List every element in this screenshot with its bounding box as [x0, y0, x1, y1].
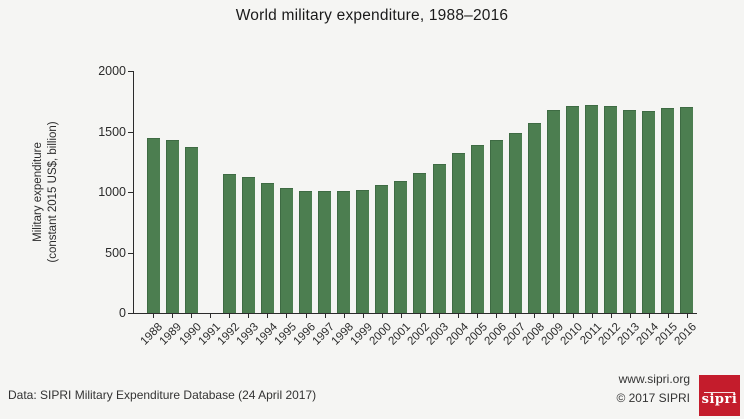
y-tick-label: 500 [105, 245, 126, 260]
footer-right: www.sipri.org © 2017 SIPRI [490, 370, 690, 408]
chart-title: World military expenditure, 1988–2016 [235, 7, 509, 24]
bar-1993 [241, 177, 255, 313]
bar-1996 [299, 191, 313, 313]
bar-2013 [623, 109, 637, 313]
x-tick [419, 314, 421, 318]
x-tick [591, 314, 593, 318]
bar-2002 [413, 173, 427, 313]
x-tick [648, 314, 650, 318]
x-tick [248, 314, 250, 318]
bar-1992 [222, 173, 236, 313]
y-tick [128, 131, 133, 133]
bar-2000 [375, 185, 389, 313]
logo-wordmark: sipri [701, 392, 738, 407]
bar-1999 [356, 190, 370, 313]
x-tick [324, 314, 326, 318]
y-tick-label: 0 [119, 306, 126, 320]
x-tick [553, 314, 555, 318]
bar-1995 [279, 188, 293, 313]
bar-2011 [585, 105, 599, 313]
bar-2003 [432, 163, 446, 313]
bar-2006 [489, 139, 503, 313]
x-tick [610, 314, 612, 318]
copyright-text: © 2017 SIPRI [616, 391, 690, 405]
data-source-note: Data: SIPRI Military Expenditure Databas… [8, 388, 317, 402]
website-url: www.sipri.org [618, 372, 690, 386]
x-tick [477, 314, 479, 318]
bar-2009 [546, 110, 560, 313]
y-axis [133, 71, 134, 313]
bar-2015 [661, 107, 675, 313]
x-tick [534, 314, 536, 318]
x-tick-label: 2016 [672, 321, 700, 348]
y-axis-label: Military expenditure (constant 2015 US$,… [31, 57, 63, 327]
x-tick [305, 314, 307, 318]
x-tick [343, 314, 345, 318]
logo-rule [704, 392, 735, 393]
y-axis-label-line2: (constant 2015 US$, billion) [47, 121, 59, 263]
x-axis [133, 313, 697, 314]
x-tick [572, 314, 574, 318]
y-axis-label-line1: Military expenditure [32, 142, 44, 242]
x-tick [667, 314, 669, 318]
x-tick [439, 314, 441, 318]
bar-2007 [508, 133, 522, 313]
y-tick [128, 71, 133, 72]
bar-1989 [165, 139, 179, 313]
y-tick [128, 313, 133, 314]
x-tick [458, 314, 460, 318]
bar-2016 [680, 106, 694, 313]
bar-2005 [470, 145, 484, 313]
y-tick [128, 192, 133, 193]
x-tick [381, 314, 383, 318]
x-tick [400, 314, 402, 318]
x-tick [267, 314, 269, 318]
x-tick [496, 314, 498, 318]
sipri-logo: sipri [699, 375, 740, 416]
x-tick [629, 314, 631, 318]
x-tick [686, 314, 688, 318]
x-tick [362, 314, 364, 318]
y-tick-label: 1500 [98, 124, 126, 139]
x-tick [515, 314, 517, 318]
bar-1988 [146, 137, 160, 313]
bar-2014 [642, 110, 656, 313]
bar-2010 [566, 106, 580, 313]
bar-2008 [527, 123, 541, 313]
bar-1998 [337, 191, 351, 313]
x-tick [191, 314, 193, 318]
x-tick [153, 314, 154, 318]
bar-2001 [394, 181, 408, 313]
x-tick [286, 314, 288, 318]
x-tick [229, 314, 231, 318]
bar-1990 [184, 147, 198, 313]
bar-2012 [604, 106, 618, 313]
y-tick-label: 2000 [98, 64, 126, 78]
y-tick-label: 1000 [98, 185, 126, 199]
y-tick [128, 252, 133, 254]
x-tick [210, 314, 212, 318]
bar-1997 [318, 191, 332, 313]
bar-2004 [451, 153, 465, 313]
x-tick [172, 314, 174, 318]
bar-1994 [260, 182, 274, 313]
